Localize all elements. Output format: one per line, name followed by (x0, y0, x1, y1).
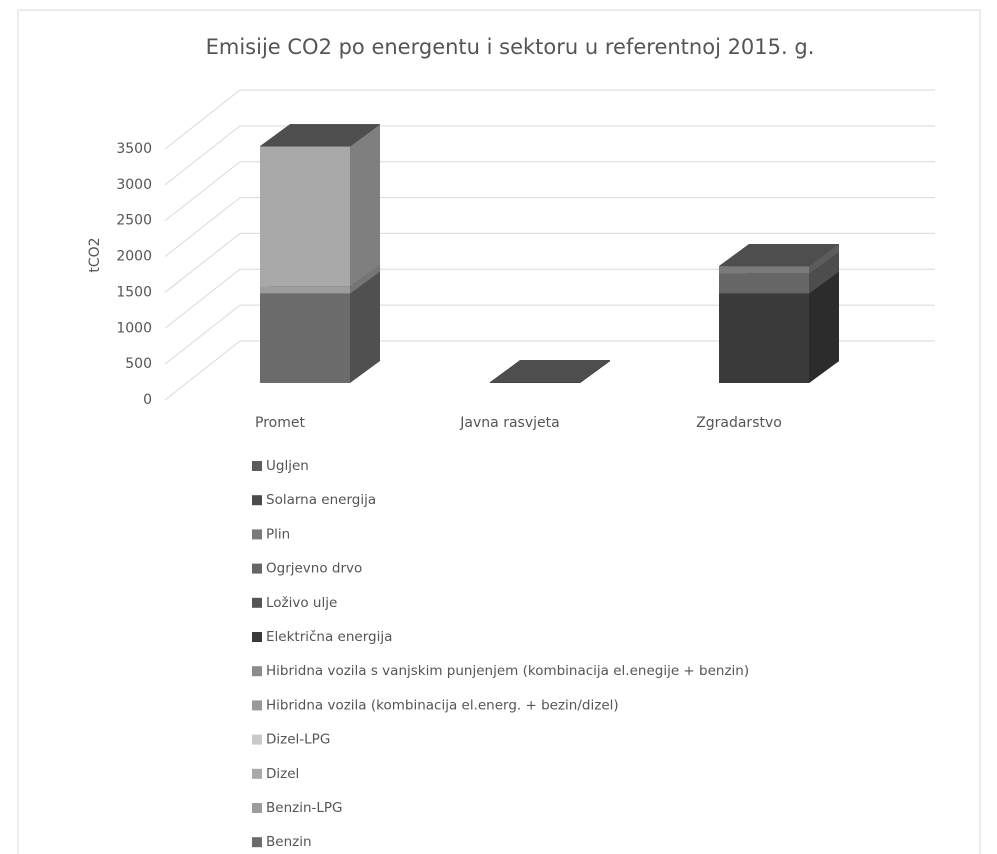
chart-frame (17, 9, 981, 854)
legend-label: Benzin (266, 834, 312, 850)
grid-line (164, 340, 935, 401)
y-tick-label: 1500 (116, 284, 152, 300)
legend-swatch (252, 563, 262, 574)
x-tick-label: Javna rasvjeta (459, 415, 559, 431)
bar-side (350, 264, 380, 294)
y-tick-label: 500 (125, 356, 152, 372)
legend-label: Solarna energija (266, 492, 376, 508)
legend-swatch (252, 666, 262, 677)
legend-label: Hibridna vozila (kombinacija el.energ. +… (266, 697, 619, 713)
legend-swatch (252, 700, 262, 711)
bar-side (809, 244, 839, 274)
chart-title: Emisije CO2 po energentu i sektoru u ref… (206, 35, 815, 59)
legend-swatch (252, 597, 262, 608)
legend-swatch (252, 461, 262, 471)
y-tick-label: 2000 (116, 249, 152, 265)
legend-swatch (252, 768, 262, 779)
y-axis-title: tCO2 (87, 237, 103, 272)
legend-swatch (252, 529, 262, 540)
legend-label: Loživo ulje (266, 595, 337, 611)
legend-label: Dizel (266, 766, 299, 782)
bar-top (260, 124, 380, 147)
legend-label: Plin (266, 526, 290, 542)
bar-segment (719, 266, 809, 274)
legend-swatch (252, 837, 262, 848)
legend-label: Benzin-LPG (266, 800, 343, 816)
bar-top (490, 360, 610, 383)
legend-swatch (252, 734, 262, 745)
grid-line (164, 268, 935, 329)
bar-side (350, 271, 380, 383)
bar-segment (719, 273, 809, 294)
bar-segment (260, 293, 350, 383)
legend-swatch (252, 495, 262, 506)
bar-side (350, 124, 380, 287)
bar-top (719, 244, 839, 267)
legend-swatch (252, 803, 262, 813)
legend-label: Ogrjevno drvo (266, 561, 362, 577)
grid-line (164, 232, 935, 293)
grid-line (164, 304, 935, 365)
legend-label: Dizel-LPG (266, 732, 330, 748)
bar-side (580, 360, 610, 383)
bar-segment (260, 286, 350, 294)
legend-label: Ugljen (266, 458, 309, 474)
y-tick-label: 3000 (116, 177, 152, 193)
grid-line (164, 125, 935, 186)
y-tick-label: 0 (143, 392, 152, 408)
bar-side (809, 251, 839, 294)
x-tick-label: Promet (255, 415, 305, 431)
bar-segment (719, 293, 809, 383)
y-tick-label: 1000 (116, 320, 152, 336)
y-tick-label: 2500 (116, 213, 152, 229)
grid-line (164, 197, 935, 257)
bar-segment (260, 146, 350, 287)
legend-label: Hibridna vozila s vanjskim punjenjem (ko… (266, 663, 749, 679)
grid-line (164, 89, 935, 150)
legend-label: Električna energija (266, 629, 392, 645)
y-tick-label: 3500 (116, 141, 152, 157)
grid-line (164, 161, 935, 222)
x-tick-label: Zgradarstvo (696, 415, 782, 431)
bar-side (809, 271, 839, 383)
bar-segment (490, 382, 580, 383)
legend-swatch (252, 632, 262, 642)
